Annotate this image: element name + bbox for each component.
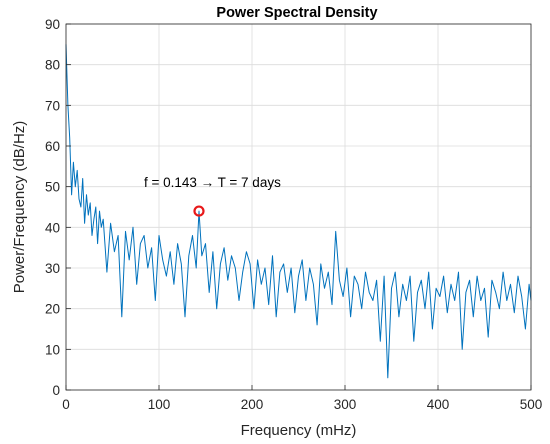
y-tick-label: 20	[45, 302, 60, 317]
y-tick-label: 90	[45, 17, 60, 32]
psd-series-line	[65, 44, 532, 379]
plot-area: 0 100 200 300 400 500 0 10 20 30 40 50 60 70 80 90	[45, 17, 542, 412]
y-tick-label: 10	[45, 342, 60, 357]
x-tick-label: 300	[334, 397, 357, 412]
y-tick-label: 80	[45, 58, 60, 73]
x-tick-label: 400	[427, 397, 450, 412]
y-tick-label: 40	[45, 220, 60, 235]
x-tick-label: 0	[62, 397, 70, 412]
peak-annotation: f = 0.143 → T = 7 days	[144, 175, 281, 190]
axes-background	[66, 24, 531, 390]
y-tick-label: 50	[45, 180, 60, 195]
axes-box	[65, 23, 532, 391]
x-tick-label: 500	[520, 397, 543, 412]
y-tick-label: 60	[45, 139, 60, 154]
chart-title: Power Spectral Density	[216, 5, 377, 21]
peak-marker	[193, 205, 205, 217]
x-tick-label: 100	[148, 397, 171, 412]
y-tick-label: 30	[45, 261, 60, 276]
tick-layer: 0 100 200 300 400 500 0 10 20 30 40 50 60 70 80 90	[45, 17, 542, 412]
y-tick-label: 70	[45, 98, 60, 113]
x-tick-label: 200	[241, 397, 264, 412]
peak-marker-layer	[193, 205, 205, 217]
y-tick-label: 0	[52, 383, 60, 398]
x-axis-label: Frequency (mHz)	[241, 422, 357, 439]
y-axis-label: Power/Frequency (dB/Hz)	[11, 121, 28, 294]
series-layer	[65, 44, 532, 379]
